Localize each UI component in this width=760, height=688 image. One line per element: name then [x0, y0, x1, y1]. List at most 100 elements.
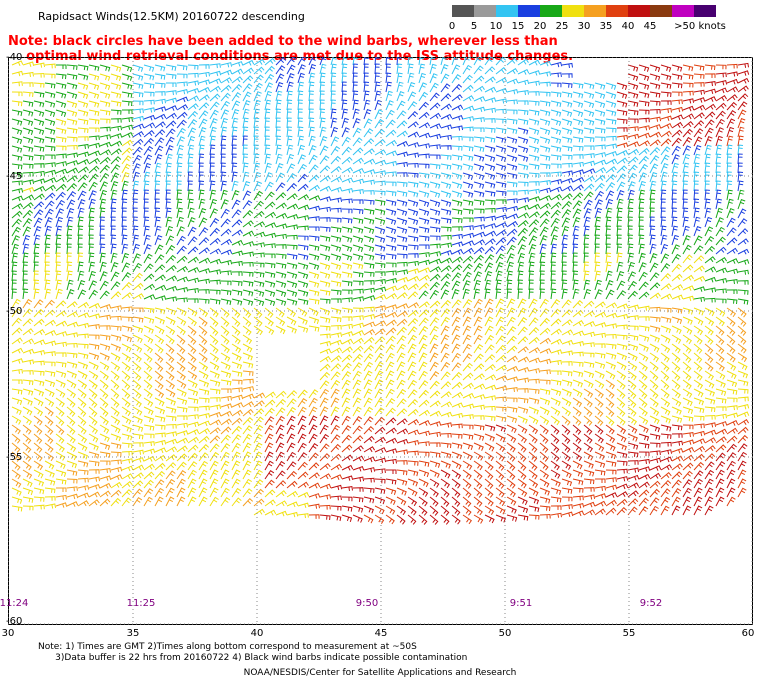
wind-barb: [506, 136, 518, 144]
wind-barb: [132, 352, 142, 363]
wind-barb: [616, 252, 623, 264]
wind-barb: [627, 315, 639, 321]
wind-barb: [198, 189, 205, 201]
wind-barb: [209, 411, 222, 418]
wind-barb: [143, 352, 153, 363]
wind-barb: [396, 261, 408, 267]
wind-barb: [671, 154, 680, 165]
wind-barb: [550, 505, 562, 510]
wind-barb: [99, 141, 112, 148]
wind-barb: [473, 136, 485, 143]
wind-barb: [198, 237, 210, 246]
wind-barb: [121, 163, 131, 174]
wind-barb: [440, 163, 452, 170]
wind-barb: [352, 147, 364, 156]
wind-barb: [550, 397, 561, 406]
wind-barb: [396, 418, 408, 426]
wind-barb: [110, 82, 122, 90]
wind-barb: [275, 212, 288, 219]
wind-barb: [231, 394, 244, 401]
wind-barb: [220, 117, 228, 129]
wind-barb: [143, 294, 156, 300]
wind-barb: [693, 415, 705, 421]
wind-barb: [11, 243, 19, 255]
wind-barb: [110, 379, 120, 390]
wind-barb: [11, 358, 24, 364]
wind-barb: [495, 469, 505, 480]
wind-barb: [319, 514, 331, 521]
wind-barb: [121, 497, 132, 507]
wind-barb: [231, 144, 237, 156]
wind-barb: [319, 462, 331, 471]
wind-barb: [88, 150, 101, 157]
wind-barb: [88, 118, 100, 125]
wind-barb: [330, 155, 342, 165]
wind-barb: [55, 270, 62, 282]
wind-barb: [396, 172, 408, 177]
wind-barb: [264, 479, 275, 489]
wind-barb: [583, 109, 595, 117]
wind-barb: [22, 82, 34, 87]
wind-barb: [209, 496, 219, 507]
wind-barb: [495, 127, 507, 134]
wind-barb: [682, 388, 693, 398]
wind-barb: [682, 198, 688, 210]
wind-barb: [308, 514, 320, 519]
wind-barb: [484, 145, 496, 153]
wind-barb: [506, 298, 516, 309]
wind-barb: [352, 362, 363, 372]
wind-barb: [363, 295, 376, 301]
wind-barb: [220, 361, 231, 370]
wind-barb: [11, 163, 23, 170]
wind-barb: [66, 136, 78, 142]
wind-barb: [374, 109, 384, 120]
wind-barb: [396, 310, 408, 318]
wind-barb: [231, 289, 243, 296]
wind-barb: [528, 163, 540, 170]
wind-barb: [671, 198, 677, 210]
wind-barb: [451, 272, 462, 282]
wind-barb: [495, 98, 508, 104]
wind-barb: [330, 72, 337, 84]
wind-barb: [319, 126, 327, 138]
wind-barb: [561, 225, 570, 237]
wind-barb: [198, 412, 211, 419]
wind-barb: [176, 245, 187, 255]
wind-barb: [275, 262, 287, 269]
wind-barb: [440, 487, 450, 498]
wind-barb: [495, 245, 506, 255]
wind-barb: [484, 262, 494, 273]
wind-barb: [462, 288, 470, 300]
wind-barb: [198, 289, 210, 294]
wind-barb: [99, 225, 105, 237]
wind-barb: [242, 230, 255, 237]
wind-barb: [110, 207, 117, 219]
wind-barb: [572, 299, 584, 309]
wind-barb: [176, 189, 182, 201]
wind-barb: [352, 496, 364, 503]
wind-barb: [143, 441, 155, 447]
wind-barb: [132, 108, 144, 114]
wind-barb: [330, 280, 342, 287]
wind-barb: [737, 208, 747, 219]
wind-barb: [495, 253, 505, 264]
wind-barb: [473, 106, 486, 113]
wind-barb: [616, 424, 627, 435]
wind-barb: [737, 334, 747, 345]
wind-barb: [528, 59, 541, 66]
wind-barb: [55, 127, 67, 135]
wind-barb: [660, 325, 672, 334]
wind-barb: [462, 105, 475, 112]
wind-barb: [253, 162, 261, 174]
wind-barb: [264, 433, 274, 444]
wind-barb: [583, 127, 595, 135]
wind-barb: [121, 316, 133, 322]
wind-barb: [726, 427, 738, 435]
wind-barb: [44, 330, 57, 336]
wind-barb: [22, 226, 32, 237]
wind-barb: [242, 401, 255, 408]
wind-barb: [429, 317, 440, 327]
wind-barb: [693, 505, 703, 516]
wind-barb: [704, 276, 717, 283]
wind-barb: [539, 202, 551, 210]
